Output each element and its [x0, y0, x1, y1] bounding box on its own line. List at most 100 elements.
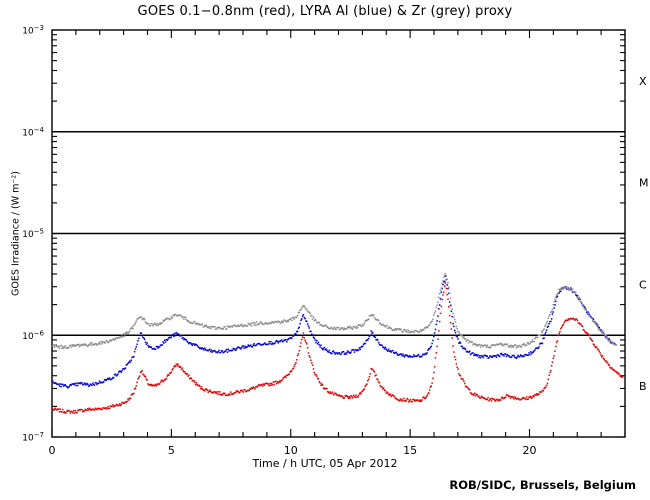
data-point — [559, 290, 561, 293]
data-point — [600, 330, 602, 333]
data-point — [473, 353, 476, 355]
data-point — [257, 323, 260, 325]
data-point — [524, 397, 526, 400]
data-point — [271, 320, 274, 323]
data-point — [96, 408, 98, 411]
data-point — [165, 318, 168, 320]
data-point — [518, 344, 520, 347]
data-point — [165, 338, 168, 341]
data-point — [533, 340, 535, 343]
data-point — [75, 344, 77, 347]
data-point — [164, 378, 167, 381]
data-point — [555, 300, 557, 303]
data-point — [253, 324, 255, 326]
data-point — [570, 288, 573, 290]
data-point — [306, 323, 309, 325]
data-point — [210, 391, 213, 394]
data-point — [458, 331, 460, 333]
data-point — [236, 346, 239, 349]
data-point — [551, 361, 554, 364]
data-point — [366, 319, 368, 322]
data-point — [96, 344, 98, 346]
data-point — [284, 319, 286, 322]
data-point — [303, 305, 306, 307]
data-point — [285, 340, 288, 343]
data-point — [291, 335, 294, 337]
data-point — [567, 318, 570, 320]
data-point — [619, 0, 621, 2]
data-point — [564, 286, 566, 289]
data-point — [270, 384, 272, 386]
data-point — [283, 376, 285, 379]
data-point — [309, 312, 311, 315]
data-point — [380, 386, 382, 388]
data-point — [326, 326, 329, 329]
data-point — [72, 345, 74, 347]
data-point — [318, 344, 321, 346]
data-point — [595, 324, 598, 327]
data-point — [67, 386, 69, 389]
data-point — [468, 350, 471, 352]
data-point — [100, 408, 102, 411]
data-point — [446, 284, 448, 286]
data-point — [499, 399, 501, 402]
data-point — [596, 324, 599, 326]
data-point — [371, 368, 373, 370]
data-point — [247, 344, 250, 346]
data-point — [359, 324, 362, 326]
data-point — [537, 334, 539, 336]
data-point — [457, 330, 459, 333]
data-point — [263, 323, 265, 325]
data-point — [617, 372, 620, 374]
data-point — [311, 333, 313, 336]
data-point — [223, 351, 225, 353]
data-point — [181, 337, 184, 340]
data-point — [491, 344, 494, 347]
data-point — [142, 318, 144, 321]
data-point — [461, 335, 463, 337]
data-point — [104, 341, 107, 344]
data-point — [529, 351, 532, 353]
data-point — [320, 324, 322, 326]
data-point — [374, 318, 377, 320]
data-point — [268, 384, 270, 387]
data-point — [232, 347, 234, 350]
data-point — [78, 382, 81, 384]
data-point — [524, 354, 527, 356]
data-point — [92, 408, 94, 410]
data-point — [496, 354, 499, 356]
data-point — [236, 325, 239, 327]
data-point — [522, 396, 524, 399]
data-point — [184, 337, 186, 340]
data-point — [167, 317, 169, 320]
data-point — [135, 320, 138, 322]
data-point — [550, 365, 553, 367]
data-point — [178, 314, 180, 316]
data-point — [151, 348, 153, 350]
data-point — [613, 343, 616, 346]
data-point — [386, 391, 388, 393]
data-point — [570, 317, 573, 320]
data-point — [55, 345, 57, 347]
data-point — [97, 407, 99, 410]
data-point — [529, 395, 532, 398]
data-point — [361, 390, 363, 393]
data-point — [483, 354, 485, 357]
data-point — [484, 397, 486, 400]
data-point — [303, 316, 306, 319]
data-point — [451, 337, 453, 339]
data-point — [260, 384, 262, 386]
class-label-m: M — [639, 177, 649, 190]
data-point — [389, 327, 392, 329]
data-point — [389, 393, 392, 395]
data-point — [574, 291, 576, 293]
data-point — [333, 326, 336, 328]
data-point — [428, 392, 430, 394]
data-point — [209, 348, 211, 351]
data-point — [437, 301, 439, 303]
data-point — [189, 377, 192, 379]
data-point — [174, 313, 176, 316]
data-point — [326, 391, 329, 393]
data-point — [430, 385, 433, 387]
data-point — [140, 371, 143, 373]
